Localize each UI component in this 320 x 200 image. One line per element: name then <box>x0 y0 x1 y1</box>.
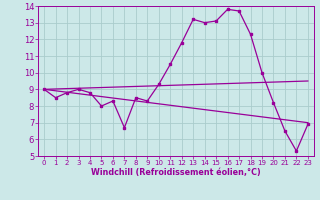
X-axis label: Windchill (Refroidissement éolien,°C): Windchill (Refroidissement éolien,°C) <box>91 168 261 177</box>
